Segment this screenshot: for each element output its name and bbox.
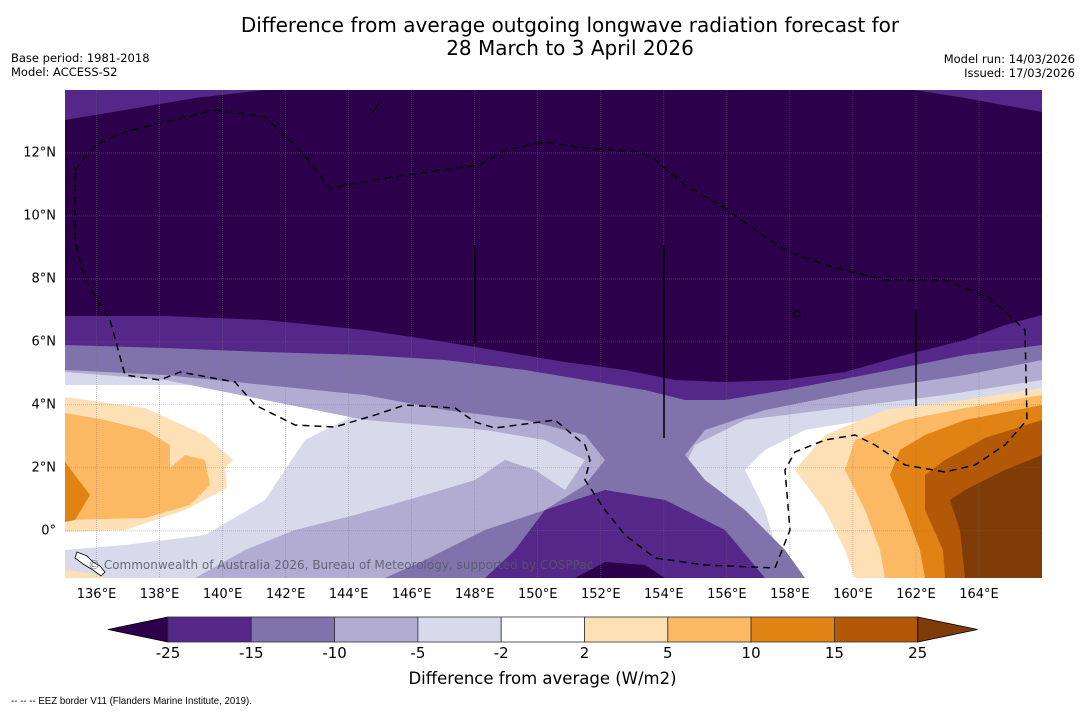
longitude-tick-label: 162°E [896,587,936,602]
longitude-tick-label: 136°E [76,587,117,602]
copyright-notice: © Commonwealth of Australia 2026, Bureau… [88,558,594,572]
contour-plus-10-west [65,462,90,522]
colorbar-extend-high [917,616,978,643]
colorbar [108,616,978,643]
longitude-tick-label: 152°E [581,587,621,602]
longitude-tick-label: 154°E [644,587,684,602]
colorbar-tick-label: 15 [824,644,844,662]
colorbar-tick-label: 2 [579,644,590,662]
longitude-tick-label: 148°E [454,587,495,602]
eez-footnote: -- -- -- EEZ border V11 (Flanders Marine… [11,695,252,707]
contour-plus-25-east [950,455,1042,578]
map-title: Difference from average outgoing longwav… [0,14,1085,60]
island-atoll [793,310,801,318]
latitude-tick-label: 6°N [31,334,57,350]
colorbar-tick-label: -5 [410,644,426,662]
colorbar-cell [417,616,502,643]
latitude-tick-label: 2°N [31,460,57,476]
contour-below-minus-25-south [575,562,665,578]
longitude-tick-label: 160°E [833,587,873,602]
latitude-tick-label: 12°N [23,145,56,161]
colorbar-tick-label: -25 [155,644,181,662]
latitude-tick-label: 10°N [23,208,56,224]
longitude-tick-label: 138°E [139,587,180,602]
island-guam [370,101,380,115]
latitude-tick-label: 4°N [31,397,57,413]
contour-plus-5-west [65,413,210,520]
longitude-tick-label: 144°E [328,587,369,602]
contour-plus-2-southwest [65,570,105,578]
longitude-tick-label: 158°E [770,587,810,602]
longitude-tick-label: 150°E [517,587,558,602]
island-palau [74,551,106,577]
run-info: Model run: 14/03/2026 Issued: 17/03/2026 [944,52,1075,80]
base-info: Base period: 1981-2018 Model: ACCESS-S2 [11,51,150,79]
latitude-tick-label: 0° [41,523,56,539]
colorbar-extend-low [108,616,169,643]
longitude-tick-label: 156°E [707,587,747,602]
contour-below-minus-25 [65,90,1042,382]
graticule [65,90,1042,578]
colorbar-tick-label: -2 [493,644,509,662]
longitude-tick-label: 142°E [265,587,306,602]
colorbar-tick-label: -15 [239,644,264,662]
model-name: Model: ACCESS-S2 [11,65,118,79]
colorbar-label: Difference from average (W/m2) [408,669,677,688]
colorbar-cell [667,616,752,643]
colorbar-cell [334,616,419,643]
colorbar-tick-label: 10 [741,644,761,662]
colorbar-cell [167,616,252,643]
model-run-date: Model run: 14/03/2026 [943,52,1075,66]
colorbar-cell [500,616,585,643]
title-line-1: Difference from average outgoing longwav… [240,13,900,37]
latitude-tick-label: 8°N [31,271,57,287]
title-line-2: 28 March to 3 April 2026 [446,36,694,60]
colorbar-tick-label: 25 [908,644,928,662]
colorbar-cell [584,616,669,643]
longitude-tick-label: 164°E [959,587,999,602]
colorbar-cell [750,616,835,643]
olr-anomaly-map [65,90,1042,578]
longitude-tick-label: 140°E [202,587,243,602]
colorbar-tick-label: 5 [663,644,673,662]
map-svg [65,90,1042,578]
eez-border [74,109,1028,569]
longitude-tick-label: 146°E [391,587,432,602]
base-period: Base period: 1981-2018 [11,51,150,65]
colorbar-tick-label: -10 [322,644,347,662]
contour-minus-25-south [485,490,765,578]
colorbar-cell [250,616,336,643]
colorbar-cell [834,616,919,643]
issued-date: Issued: 17/03/2026 [964,66,1075,80]
